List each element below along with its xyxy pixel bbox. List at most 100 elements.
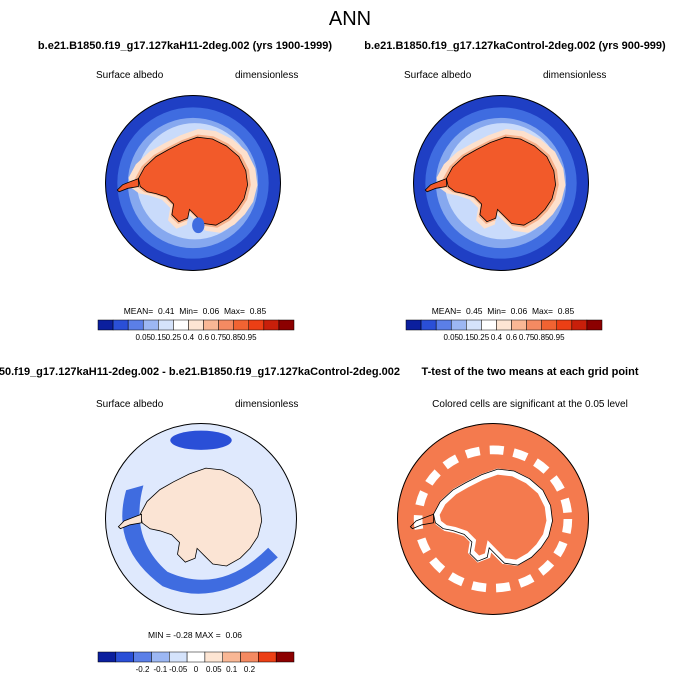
panel4-title: T-test of the two means at each grid poi… xyxy=(421,366,639,378)
negative-patch-north xyxy=(170,430,232,450)
colorbar-box-6 xyxy=(204,651,223,663)
colorbar-box-0 xyxy=(97,319,114,331)
colorbar-tick-3: 0 xyxy=(194,665,199,674)
panel1-stats: MEAN= 0.41 Min= 0.06 Max= 0.85 xyxy=(123,306,267,316)
colorbar-box-7 xyxy=(222,651,241,663)
panel2-colorbar: 0.05 0.15 0.25 0.4 0.6 0.75 0.85 0.95 xyxy=(405,319,603,342)
colorbar-box-4 xyxy=(466,319,482,331)
panel1-title: b.e21.B1850.f19_g17.127kaH11-2deg.002 (y… xyxy=(37,40,333,52)
colorbar-box-10 xyxy=(275,651,295,663)
ice-sheet xyxy=(445,136,557,226)
colorbar-tick-7: 0.95 xyxy=(241,333,257,342)
colorbar-box-10 xyxy=(556,319,573,331)
colorbar-tick-5: 0.75 xyxy=(519,333,535,342)
coastline xyxy=(433,468,553,566)
panel1-mean: 0.41 xyxy=(157,306,175,316)
colorbar-tick-1: -0.1 xyxy=(153,665,167,674)
colorbar-box-0 xyxy=(97,651,117,663)
colorbar-tick-2: 0.25 xyxy=(166,333,182,342)
panel2-min: 0.06 xyxy=(510,306,528,316)
colorbar-box-7 xyxy=(511,319,527,331)
colorbar-box-1 xyxy=(112,319,129,331)
colorbar-box-11 xyxy=(263,319,280,331)
panel4-subtitle: Colored cells are significant at the 0.0… xyxy=(432,399,628,410)
colorbar-tick-5: 0.1 xyxy=(226,665,238,674)
panel1-polar-map xyxy=(105,95,281,271)
colorbar-box-5 xyxy=(481,319,497,331)
ice-sheet xyxy=(137,136,249,226)
colorbar-tick-7: 0.95 xyxy=(549,333,565,342)
colorbar-tick-1: 0.15 xyxy=(151,333,167,342)
panel2-left-label: Surface albedo xyxy=(404,70,472,81)
colorbar-box-3 xyxy=(151,651,170,663)
colorbar-box-9 xyxy=(233,319,250,331)
colorbar-tick-5: 0.75 xyxy=(211,333,227,342)
colorbar-tick-6: 0.2 xyxy=(244,665,256,674)
colorbar-box-1 xyxy=(115,651,134,663)
colorbar-box-4 xyxy=(158,319,174,331)
panel2-mean: 0.45 xyxy=(465,306,483,316)
colorbar-box-10 xyxy=(248,319,265,331)
colorbar-box-8 xyxy=(526,319,542,331)
panel3-colorbar: -0.2 -0.1 -0.05 0 0.05 0.1 0.2 xyxy=(97,651,295,674)
insignificant-coast xyxy=(433,468,553,566)
panel3-title: b.e21.B1850.f19_g17.127kaH11-2deg.002 - … xyxy=(0,366,400,378)
map-border xyxy=(105,95,281,271)
colorbar-tick-3: 0.4 xyxy=(491,333,503,342)
insignificant-ring xyxy=(413,445,573,593)
panel2-max: 0.85 xyxy=(557,306,575,316)
colorbar-box-7 xyxy=(203,319,219,331)
colorbar-tick-2: 0.25 xyxy=(474,333,490,342)
negative-band xyxy=(122,485,278,594)
peninsula xyxy=(117,513,142,530)
colorbar-box-12 xyxy=(278,319,295,331)
colorbar-box-12 xyxy=(586,319,603,331)
colorbar-box-0 xyxy=(405,319,422,331)
panel2-title: b.e21.B1850.f19_g17.127kaControl-2deg.00… xyxy=(364,40,666,52)
panel1-left-label: Surface albedo xyxy=(96,70,164,81)
colorbar-box-5 xyxy=(173,319,189,331)
figure-title: ANN xyxy=(328,8,372,30)
colorbar-tick-3: 0.4 xyxy=(183,333,195,342)
colorbar-tick-0: 0.05 xyxy=(443,333,459,342)
map-border xyxy=(397,423,589,615)
panel3-polar-map xyxy=(105,423,297,615)
map-border xyxy=(105,423,297,615)
colorbar-box-8 xyxy=(218,319,234,331)
panel3-left-label: Surface albedo xyxy=(96,399,164,410)
low-albedo-patch xyxy=(192,217,205,234)
colorbar-tick-2: -0.05 xyxy=(169,665,188,674)
colorbar-tick-4: 0.6 xyxy=(506,333,518,342)
panel3-min: -0.28 xyxy=(173,630,193,640)
panel1-right-label: dimensionless xyxy=(235,70,299,81)
panel3-stats: MIN = -0.28 MAX = 0.06 xyxy=(147,630,243,640)
colorbar-tick-4: 0.6 xyxy=(198,333,210,342)
panel3-right-label: dimensionless xyxy=(235,399,299,410)
colorbar-box-6 xyxy=(188,319,204,331)
panel1-max: 0.85 xyxy=(249,306,267,316)
panel1-min: 0.06 xyxy=(202,306,220,316)
colorbar-box-9 xyxy=(258,651,277,663)
panel2-stats: MEAN= 0.45 Min= 0.06 Max= 0.85 xyxy=(431,306,575,316)
panel3-max: 0.06 xyxy=(225,630,243,640)
colorbar-box-1 xyxy=(420,319,437,331)
colorbar-tick-6: 0.85 xyxy=(534,333,550,342)
map-border xyxy=(413,95,589,271)
colorbar-tick-6: 0.85 xyxy=(226,333,242,342)
colorbar-box-6 xyxy=(496,319,512,331)
panel4-polar-map xyxy=(397,423,589,615)
colorbar-tick-0: -0.2 xyxy=(136,665,150,674)
colorbar-box-3 xyxy=(450,319,467,331)
colorbar-box-4 xyxy=(169,651,188,663)
colorbar-box-2 xyxy=(435,319,452,331)
colorbar-box-11 xyxy=(571,319,588,331)
peninsula xyxy=(116,178,139,193)
panel2-polar-map xyxy=(413,95,589,271)
colorbar-box-2 xyxy=(133,651,152,663)
peninsula xyxy=(424,178,447,193)
ice-sheet xyxy=(139,467,263,567)
colorbar-tick-0: 0.05 xyxy=(135,333,151,342)
panel2-right-label: dimensionless xyxy=(543,70,607,81)
peninsula xyxy=(409,513,434,530)
colorbar-box-3 xyxy=(142,319,159,331)
